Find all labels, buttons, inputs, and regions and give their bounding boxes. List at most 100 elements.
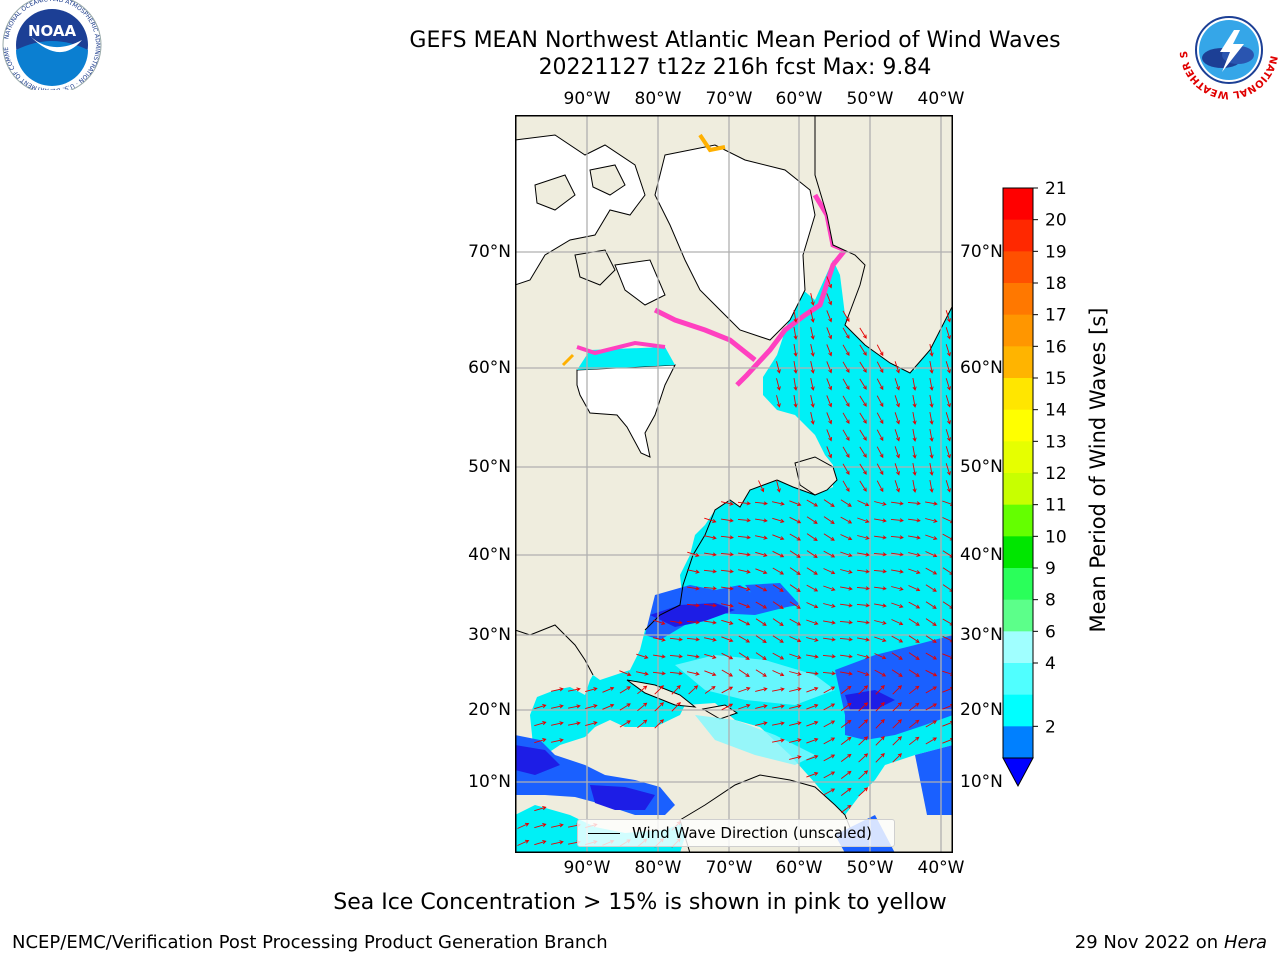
wind-wave-arrow	[945, 429, 951, 442]
footer-machine: Hera	[1223, 932, 1267, 953]
lon-label-bottom: 60°W	[775, 858, 823, 878]
wind-wave-arrow	[945, 378, 951, 391]
colorbar-title: Mean Period of Wind Waves [s]	[1086, 307, 1110, 633]
wind-wave-arrow	[704, 517, 717, 523]
colorbar: 21 20 19 18 17 16 15 14 13 12 11 10 9 8 6 4 2	[995, 179, 1080, 788]
map-legend: Wind Wave Direction (unscaled)	[577, 819, 895, 847]
wind-wave-arrow	[890, 518, 904, 523]
colorbar-segment	[1003, 346, 1033, 379]
wind-wave-arrow	[738, 704, 751, 710]
wind-wave-arrow	[772, 584, 784, 592]
wind-wave-arrow	[857, 517, 870, 524]
wind-wave-arrow	[755, 601, 768, 609]
wind-wave-arrow	[789, 653, 802, 660]
wind-wave-arrow	[840, 551, 853, 558]
wind-wave-arrow	[929, 480, 934, 493]
wind-wave-arrow	[891, 602, 904, 609]
wind-wave-arrow	[755, 721, 768, 726]
wind-wave-arrow	[891, 569, 904, 574]
wind-wave-arrow	[908, 635, 920, 643]
wind-wave-arrow	[912, 480, 917, 493]
wind-wave-arrow	[840, 702, 852, 711]
wind-wave-arrow	[619, 670, 632, 677]
wind-wave-arrow	[840, 516, 853, 524]
wind-wave-arrow	[806, 533, 818, 541]
wind-wave-arrow	[826, 276, 833, 289]
wind-wave-arrow	[929, 412, 934, 425]
wind-wave-arrow	[772, 738, 785, 743]
wind-wave-arrow	[823, 737, 836, 745]
wind-wave-arrow	[908, 535, 921, 540]
wind-wave-arrow	[840, 603, 853, 608]
wind-wave-arrow	[738, 618, 751, 626]
wind-wave-arrow	[704, 535, 717, 540]
wind-wave-arrow	[823, 533, 835, 541]
wind-wave-arrow	[859, 429, 867, 441]
wind-wave-arrow	[925, 703, 938, 711]
wind-wave-arrow	[894, 395, 900, 408]
wind-wave-arrow	[720, 552, 734, 557]
wind-wave-arrow	[840, 499, 852, 507]
wind-wave-arrow	[839, 620, 853, 625]
wind-wave-arrow	[772, 652, 785, 660]
wind-wave-arrow	[789, 567, 801, 575]
greenland	[814, 115, 953, 374]
wind-wave-arrow	[568, 687, 581, 692]
wind-wave-arrow	[568, 704, 581, 709]
wind-wave-arrow	[826, 412, 833, 425]
wind-wave-arrow	[842, 395, 850, 408]
wind-wave-arrow	[793, 378, 798, 391]
colorbar-tick-label: 21	[1045, 179, 1067, 199]
lat-label-right: 50°N	[960, 457, 1003, 477]
lon-label-top: 80°W	[634, 89, 682, 109]
wind-wave-arrow	[909, 719, 920, 729]
wind-wave-arrow	[907, 501, 921, 506]
wind-wave-arrow	[874, 501, 887, 506]
wind-wave-arrow	[892, 736, 902, 746]
wind-wave-arrow	[653, 619, 666, 625]
wind-wave-arrow	[874, 636, 887, 643]
wind-wave-arrow	[755, 669, 767, 677]
wind-wave-arrow	[842, 327, 850, 340]
hudson-bay	[576, 364, 676, 458]
wind-wave-arrow	[840, 534, 853, 541]
wind-wave-arrow	[894, 412, 900, 425]
colorbar-segment	[1003, 568, 1033, 601]
colorbar-tick-label: 15	[1045, 369, 1067, 389]
wind-wave-arrow	[789, 601, 801, 609]
wind-wave-arrow	[945, 310, 951, 323]
wind-wave-arrow	[806, 703, 819, 710]
wind-wave-arrow	[859, 327, 867, 339]
wind-wave-arrow	[806, 602, 819, 609]
lat-label-left: 50°N	[468, 457, 511, 477]
wind-wave-arrow	[925, 652, 938, 660]
wind-wave-arrow	[945, 480, 951, 493]
wind-wave-arrow	[810, 344, 815, 357]
wind-wave-arrow	[908, 518, 921, 523]
wind-wave-arrow	[874, 603, 887, 608]
wind-wave-arrow	[721, 636, 734, 643]
wind-wave-arrow	[806, 754, 819, 761]
map-border	[515, 115, 953, 853]
sea-ice-note: Sea Ice Concentration > 15% is shown in …	[333, 890, 947, 915]
wind-wave-arrow	[772, 687, 785, 692]
lat-label-left: 30°N	[468, 625, 511, 645]
wind-wave-arrow	[637, 719, 648, 729]
wind-wave-arrow	[738, 652, 750, 660]
chart-title: GEFS MEAN Northwest Atlantic Mean Period…	[409, 28, 1061, 53]
wind-wave-arrow	[704, 637, 717, 642]
colorbar-segment	[1003, 219, 1033, 252]
colorbar-tick-label: 8	[1045, 591, 1056, 611]
wind-wave-arrow	[823, 637, 836, 642]
wind-wave-arrow	[670, 620, 683, 625]
arctic-ice	[654, 144, 816, 341]
wind-wave-arrow	[653, 654, 666, 659]
wind-wave-arrow	[806, 737, 819, 744]
wind-wave-arrow	[857, 552, 870, 557]
lon-label-top: 90°W	[563, 89, 611, 109]
wind-wave-arrow	[874, 586, 887, 591]
wind-wave-arrow	[806, 654, 819, 659]
wind-wave-arrow	[551, 823, 564, 828]
wind-wave-arrow	[842, 463, 850, 476]
colorbar-segment	[1003, 536, 1033, 569]
